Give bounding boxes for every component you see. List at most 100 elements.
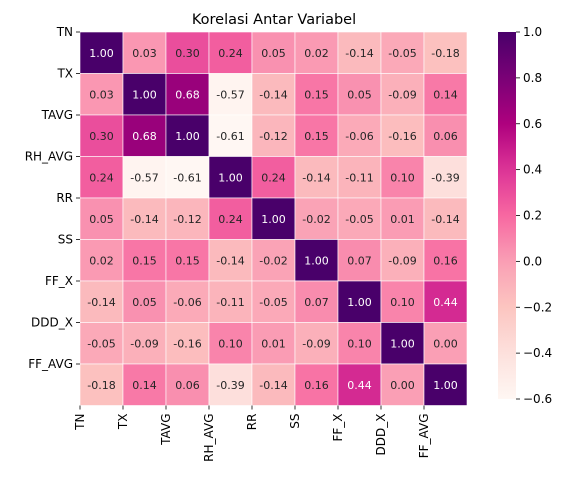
x-tick-label-FF_X: FF_X	[331, 414, 345, 442]
cell-value-TAVG-TX: 0.68	[132, 130, 157, 143]
colorbar-tick-label: 0.2	[523, 209, 542, 223]
cell-value-FF_AVG-TN: -0.18	[87, 379, 115, 392]
cell-value-FF_X-RR: -0.05	[259, 296, 287, 309]
cell-value-RR-TX: -0.14	[130, 213, 158, 226]
heatmap-cell-FF_AVG-TN	[79, 363, 124, 406]
x-tick-label-TAVG: TAVG	[159, 414, 173, 446]
cell-value-FF_X-TX: 0.05	[132, 296, 157, 309]
heatmap-cell-DDD_X-FF_AVG	[423, 322, 468, 365]
colorbar-tick-label: 0.0	[523, 254, 542, 268]
heatmap-cell-RR-TX	[122, 197, 167, 240]
heatmap-cell-TX-FF_AVG	[423, 73, 468, 116]
heatmap-cell-RR-FF_AVG	[423, 197, 468, 240]
colorbar-tick-label: 0.6	[523, 117, 542, 131]
cell-value-RH_AVG-DDD_X: 0.10	[390, 171, 415, 184]
cell-value-FF_X-TN: -0.14	[87, 296, 115, 309]
cell-value-DDD_X-RR: 0.01	[261, 337, 286, 350]
y-tick-label-FF_AVG: FF_AVG	[28, 357, 73, 371]
heatmap-cell-TAVG-RR	[251, 114, 296, 157]
colorbar-tick-label: −0.4	[523, 346, 552, 360]
cell-value-TAVG-FF_X: -0.06	[345, 130, 373, 143]
cell-value-DDD_X-TN: -0.05	[87, 337, 115, 350]
cell-value-RH_AVG-RR: 0.24	[261, 171, 286, 184]
heatmap-cell-DDD_X-SS	[294, 322, 339, 365]
cell-value-DDD_X-TX: -0.09	[130, 337, 158, 350]
y-axis-ticks: TN TX TAVG RH_AVG RR SS FF_X DDD_X FF_AVG	[25, 25, 80, 371]
heatmap-cell-FF_AVG-TX	[122, 363, 167, 406]
x-tick-label-FF_AVG: FF_AVG	[417, 414, 431, 459]
cell-value-FF_X-SS: 0.07	[304, 296, 329, 309]
y-tick-label-TAVG: TAVG	[41, 108, 73, 122]
cell-value-RH_AVG-TX: -0.57	[130, 171, 158, 184]
heatmap-cell-TN-TN	[79, 31, 124, 74]
y-tick-label-RH_AVG: RH_AVG	[25, 150, 73, 164]
heatmap-cell-FF_AVG-RR	[251, 363, 296, 406]
cell-value-TAVG-DDD_X: -0.16	[388, 130, 416, 143]
y-tick-label-SS: SS	[58, 233, 73, 247]
cell-value-RR-RH_AVG: 0.24	[218, 213, 243, 226]
cell-value-DDD_X-TAVG: -0.16	[173, 337, 201, 350]
cell-value-TX-FF_AVG: 0.14	[433, 88, 458, 101]
heatmap-cell-TX-DDD_X	[380, 73, 425, 116]
heatmap-cell-SS-TX	[122, 239, 167, 282]
cell-value-SS-FF_X: 0.07	[347, 254, 372, 267]
cell-value-FF_X-TAVG: -0.06	[173, 296, 201, 309]
heatmap-cell-FF_X-TX	[122, 280, 167, 323]
cell-value-DDD_X-RH_AVG: 0.10	[218, 337, 243, 350]
heatmap-cell-RR-RH_AVG	[208, 197, 253, 240]
cell-value-TN-FF_AVG: -0.18	[431, 47, 459, 60]
colorbar-tick-label: 0.8	[523, 71, 542, 85]
heatmap-cell-DDD_X-RH_AVG	[208, 322, 253, 365]
cell-value-RR-TN: 0.05	[89, 213, 114, 226]
cell-value-RR-FF_X: -0.05	[345, 213, 373, 226]
heatmap-cell-TAVG-TN	[79, 114, 124, 157]
y-tick-label-RR: RR	[56, 191, 73, 205]
heatmap-cell-labels: 1.00 0.03 0.30 0.24 0.05 0.02 -0.14 -0.05 -0.18 0…	[87, 47, 459, 392]
cell-value-FF_AVG-RH_AVG: -0.39	[216, 379, 244, 392]
cell-value-RR-DDD_X: 0.01	[390, 213, 415, 226]
heatmap-cell-TN-DDD_X	[380, 31, 425, 74]
cell-value-FF_X-RH_AVG: -0.11	[216, 296, 244, 309]
heatmap-cell-SS-RR	[251, 239, 296, 282]
cell-value-FF_X-DDD_X: 0.10	[390, 296, 415, 309]
colorbar-tick-label: 0.4	[523, 163, 542, 177]
cell-value-TX-RR: -0.14	[259, 88, 287, 101]
cell-value-TN-TAVG: 0.30	[175, 47, 200, 60]
colorbar	[498, 32, 516, 399]
heatmap-cell-TAVG-RH_AVG	[208, 114, 253, 157]
heatmap-cells	[79, 31, 468, 406]
heatmap-cell-TX-RR	[251, 73, 296, 116]
cell-value-SS-DDD_X: -0.09	[388, 254, 416, 267]
cell-value-FF_AVG-SS: 0.16	[304, 379, 329, 392]
cell-value-DDD_X-FF_X: 0.10	[347, 337, 372, 350]
cell-value-TAVG-SS: 0.15	[304, 130, 329, 143]
cell-value-RR-FF_AVG: -0.14	[431, 213, 459, 226]
heatmap-cell-SS-DDD_X	[380, 239, 425, 282]
cell-value-RH_AVG-FF_X: -0.11	[345, 171, 373, 184]
y-tick-label-DDD_X: DDD_X	[31, 316, 73, 330]
cell-value-TX-RH_AVG: -0.57	[216, 88, 244, 101]
cell-value-TX-SS: 0.15	[304, 88, 329, 101]
heatmap-cell-FF_X-FF_X	[337, 280, 382, 323]
cell-value-SS-TX: 0.15	[132, 254, 157, 267]
cell-value-SS-SS: 1.00	[304, 254, 329, 267]
colorbar-ticks: 1.0 0.8 0.6 0.4 0.2 0.0 −0.2 −0.4 −0.6	[516, 25, 552, 406]
y-tick-label-TN: TN	[56, 25, 73, 39]
cell-value-TX-TX: 1.00	[132, 88, 157, 101]
heatmap-cell-TAVG-FF_AVG	[423, 114, 468, 157]
heatmap-cell-FF_AVG-FF_AVG	[423, 363, 468, 406]
y-tick-label-FF_X: FF_X	[45, 274, 73, 288]
y-tick-label-TX: TX	[56, 67, 73, 81]
colorbar-tick-label: −0.6	[523, 392, 552, 406]
cell-value-FF_AVG-RR: -0.14	[259, 379, 287, 392]
heatmap-cell-FF_X-TN	[79, 280, 124, 323]
heatmap-cell-FF_AVG-FF_X	[337, 363, 382, 406]
cell-value-TX-DDD_X: -0.09	[388, 88, 416, 101]
cell-value-TX-TN: 0.03	[89, 88, 114, 101]
heatmap-cell-RH_AVG-TN	[79, 156, 124, 199]
cell-value-SS-TAVG: 0.15	[175, 254, 200, 267]
heatmap-cell-RH_AVG-TX	[122, 156, 167, 199]
heatmap-cell-DDD_X-TAVG	[165, 322, 210, 365]
cell-value-TAVG-TAVG: 1.00	[175, 130, 200, 143]
